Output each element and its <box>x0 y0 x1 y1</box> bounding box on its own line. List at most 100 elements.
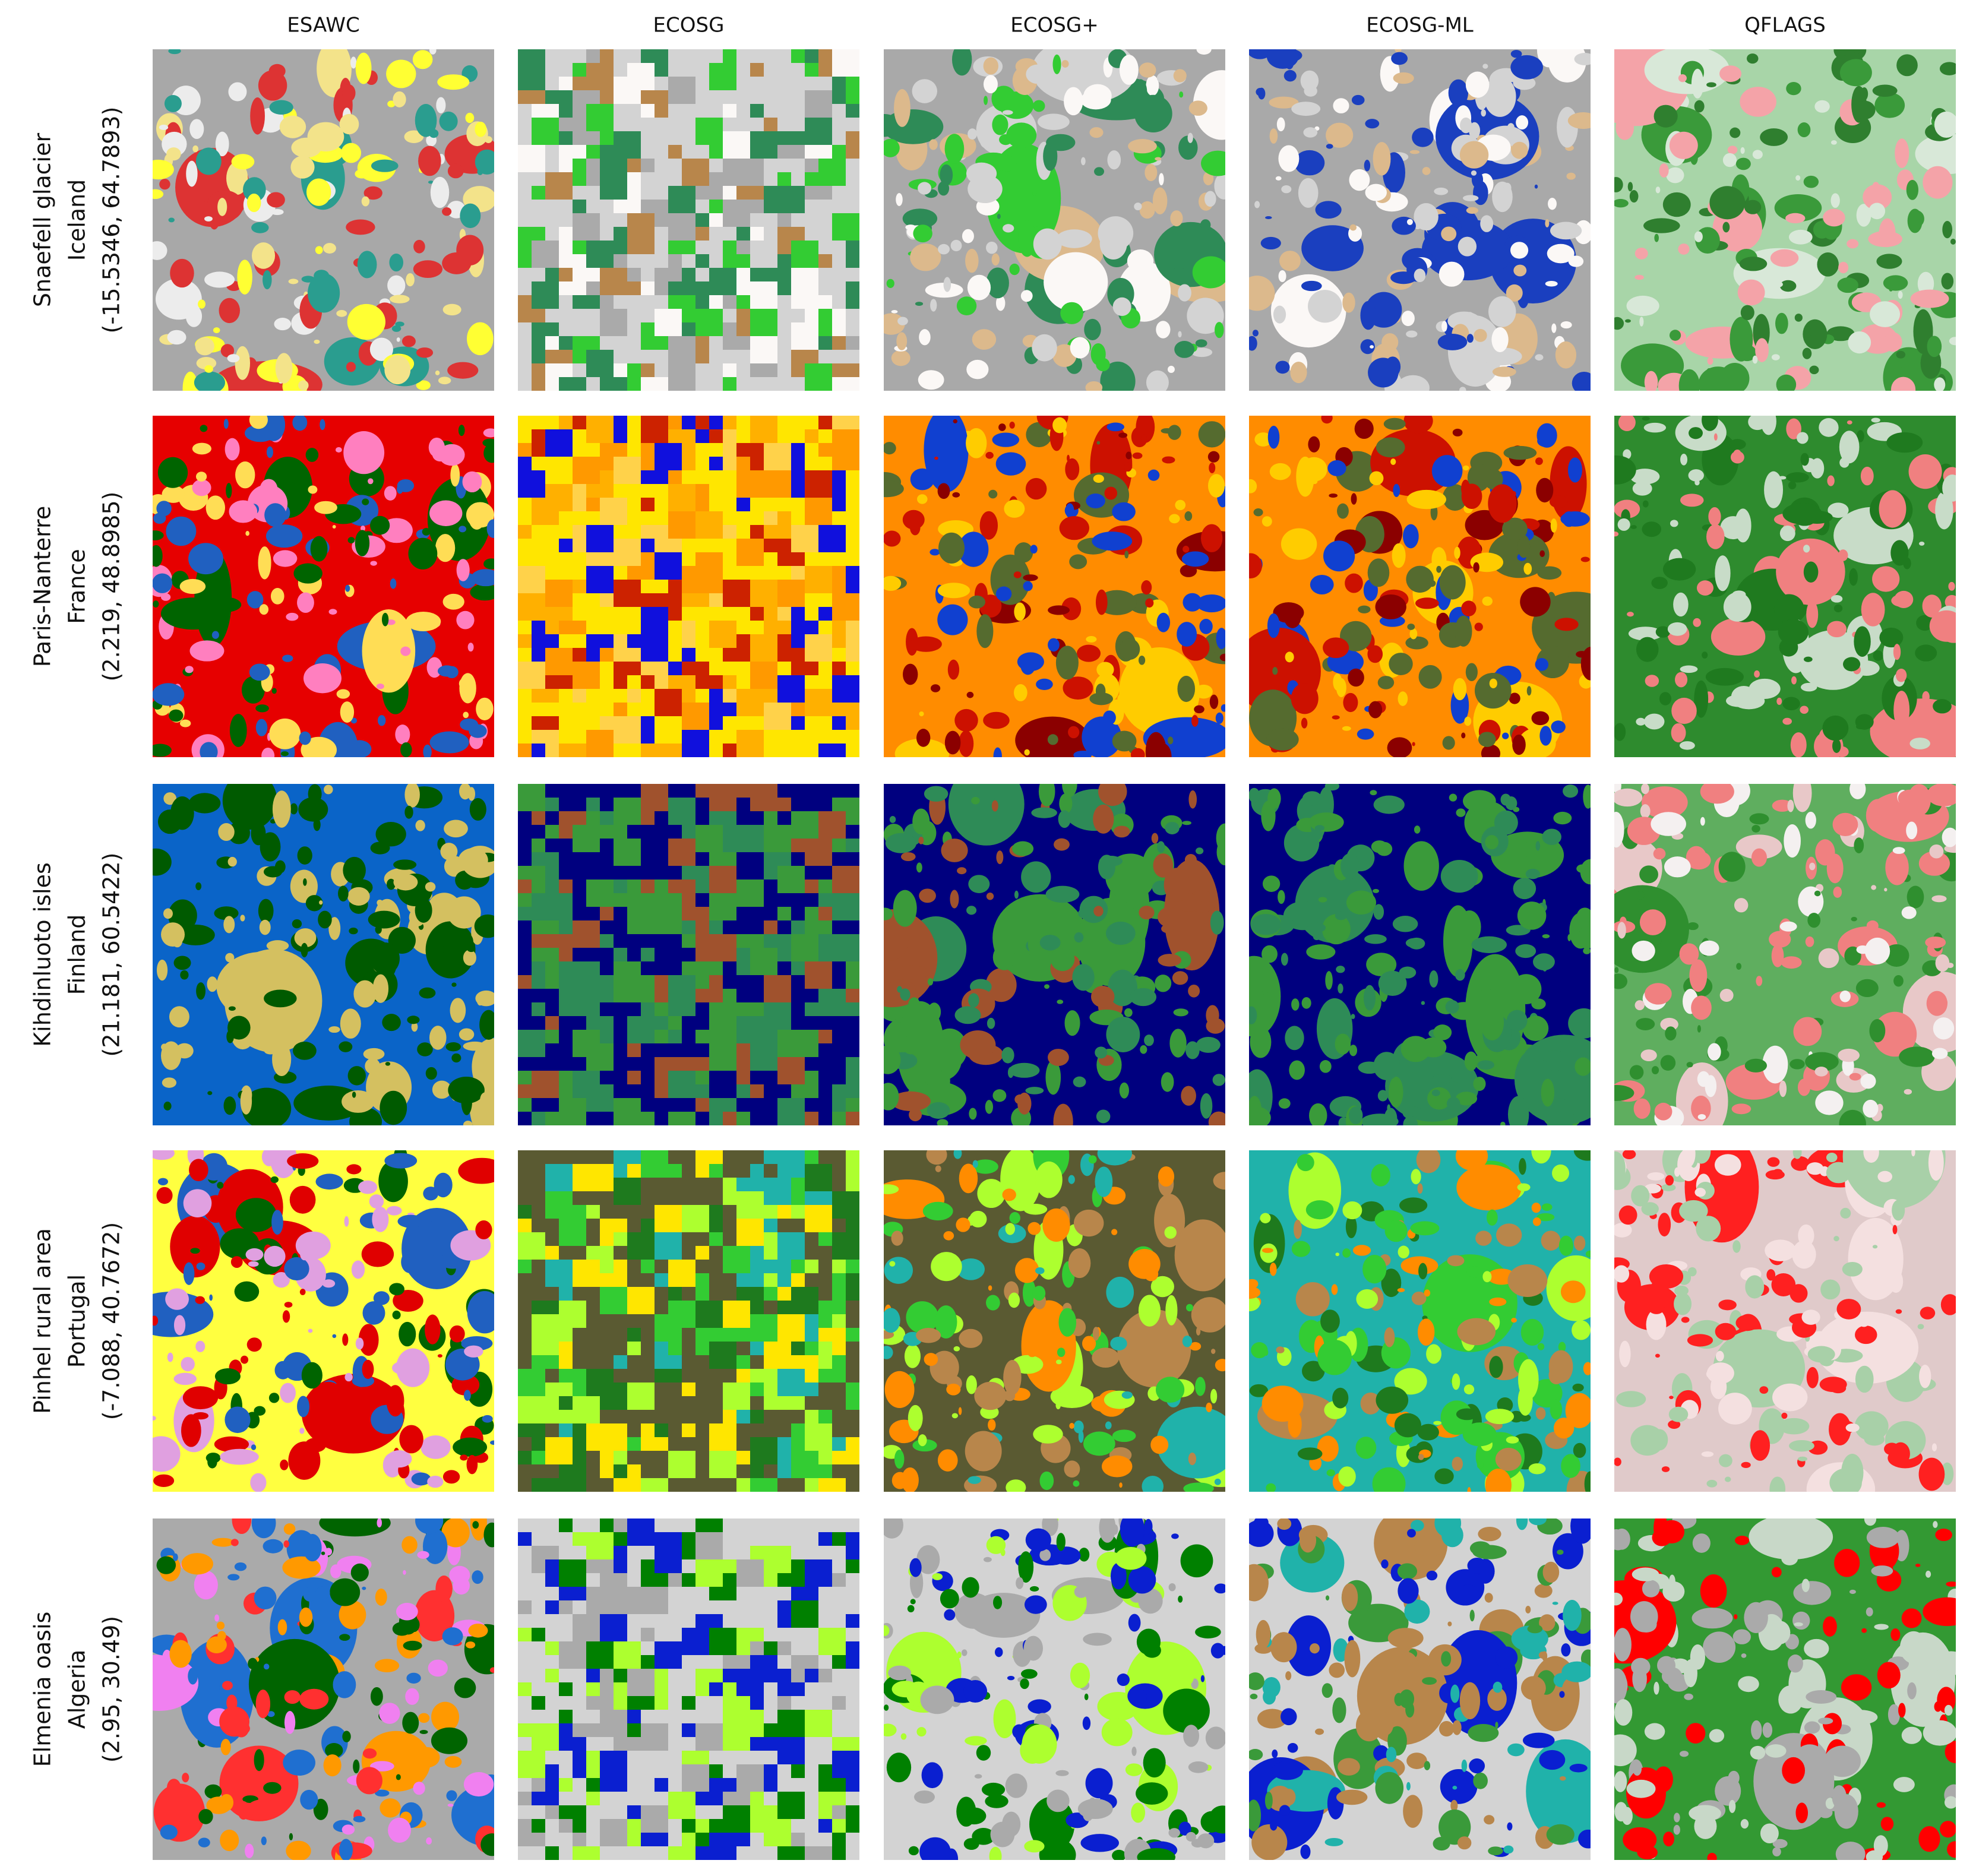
land-cover-cell <box>805 961 832 989</box>
land-cover-patch <box>1338 1466 1356 1487</box>
land-cover-patch <box>1389 1076 1403 1108</box>
land-cover-patch <box>990 1821 1015 1847</box>
land-cover-patch <box>1188 100 1207 116</box>
land-cover-patch <box>1368 358 1399 388</box>
land-cover-patch <box>1823 208 1845 227</box>
land-cover-patch <box>1546 1098 1574 1125</box>
land-cover-patch <box>1585 1250 1591 1258</box>
land-cover-cell <box>655 1030 668 1043</box>
land-cover-patch <box>1631 1657 1651 1676</box>
land-cover-patch <box>1349 224 1357 231</box>
land-cover-patch <box>347 887 370 906</box>
land-cover-patch <box>1188 1761 1209 1773</box>
land-cover-patch <box>1301 457 1327 482</box>
land-cover-patch <box>935 1305 957 1339</box>
land-cover-patch <box>1511 141 1528 159</box>
land-cover-patch <box>1772 1847 1781 1856</box>
land-cover-patch <box>1707 1852 1717 1860</box>
land-cover-patch <box>1800 453 1809 466</box>
land-cover-patch <box>1489 678 1497 688</box>
land-cover-patch <box>315 1586 330 1600</box>
land-cover-patch <box>470 584 494 601</box>
land-cover-patch <box>319 900 323 905</box>
land-cover-patch <box>1355 1437 1377 1459</box>
land-cover-patch <box>1806 1690 1837 1704</box>
land-cover-patch <box>1622 1150 1636 1159</box>
land-cover-patch <box>1212 1074 1225 1086</box>
land-cover-patch <box>1868 203 1886 220</box>
land-cover-patch <box>1183 593 1202 612</box>
land-cover-patch <box>1249 1520 1274 1547</box>
land-cover-patch <box>162 485 185 503</box>
land-cover-patch <box>371 159 399 172</box>
land-cover-cell <box>791 525 818 552</box>
land-cover-patch <box>946 1383 961 1396</box>
land-cover-patch <box>1918 542 1925 546</box>
land-cover-patch <box>1181 551 1209 567</box>
land-cover-patch <box>229 714 247 747</box>
land-cover-patch <box>1249 1279 1259 1289</box>
land-cover-cell <box>750 784 777 811</box>
land-cover-patch <box>1804 1638 1829 1659</box>
land-cover-patch <box>1484 76 1516 117</box>
land-cover-patch <box>1188 984 1200 998</box>
land-cover-cell <box>777 1369 805 1396</box>
land-cover-patch <box>1911 1150 1915 1157</box>
land-cover-patch <box>966 359 989 379</box>
land-cover-patch <box>445 666 459 679</box>
land-cover-patch <box>1855 979 1879 998</box>
land-cover-patch <box>346 1164 362 1175</box>
land-cover-patch <box>1855 714 1874 730</box>
land-cover-patch <box>896 193 903 206</box>
land-cover-patch <box>1326 1469 1335 1477</box>
land-cover-cell <box>545 648 573 675</box>
land-cover-patch <box>349 928 358 935</box>
land-cover-patch <box>1051 1546 1081 1565</box>
land-cover-patch <box>1249 1384 1269 1397</box>
land-cover-patch <box>884 575 902 591</box>
land-cover-cell <box>655 1205 682 1232</box>
land-cover-patch <box>988 1285 992 1291</box>
land-cover-patch <box>1614 967 1619 973</box>
land-cover-cell <box>832 1191 859 1219</box>
land-cover-patch <box>1104 486 1118 500</box>
land-cover-patch <box>884 442 896 455</box>
land-cover-patch <box>918 370 944 390</box>
land-cover-patch <box>213 327 220 334</box>
land-cover-cell <box>682 1696 695 1710</box>
map-panel <box>1614 784 1956 1125</box>
land-cover-patch <box>976 614 994 648</box>
land-cover-patch <box>1946 1581 1956 1587</box>
land-cover-patch <box>381 612 389 627</box>
land-cover-patch <box>1541 1078 1555 1107</box>
land-cover-patch <box>450 998 466 1023</box>
land-cover-patch <box>401 1251 419 1273</box>
land-cover-patch <box>1195 1625 1221 1638</box>
land-cover-patch <box>1332 715 1340 720</box>
land-cover-patch <box>1024 1840 1045 1853</box>
land-cover-patch <box>950 239 962 252</box>
land-cover-cell <box>791 268 818 295</box>
land-cover-patch <box>1169 1029 1187 1058</box>
map-panel <box>518 1518 859 1860</box>
land-cover-cell <box>723 1246 750 1273</box>
land-cover-patch <box>1879 490 1907 528</box>
land-cover-patch <box>1836 1299 1861 1320</box>
land-cover-patch <box>1779 1080 1787 1097</box>
land-cover-patch <box>1261 801 1276 831</box>
land-cover-cell <box>791 241 818 268</box>
land-cover-patch <box>891 309 898 314</box>
land-cover-patch <box>195 1296 205 1304</box>
land-cover-patch <box>396 1774 401 1780</box>
land-cover-patch <box>1507 1822 1513 1831</box>
land-cover-cell <box>668 1846 695 1860</box>
map-panel <box>1249 784 1591 1125</box>
land-cover-patch <box>376 683 384 689</box>
land-cover-patch <box>1871 885 1877 890</box>
land-cover-patch <box>172 934 183 948</box>
land-cover-patch <box>1866 1527 1900 1548</box>
land-cover-patch <box>1106 1276 1134 1308</box>
land-cover-patch <box>1667 622 1687 636</box>
land-cover-patch <box>399 1321 416 1347</box>
land-cover-patch <box>1294 1219 1302 1239</box>
